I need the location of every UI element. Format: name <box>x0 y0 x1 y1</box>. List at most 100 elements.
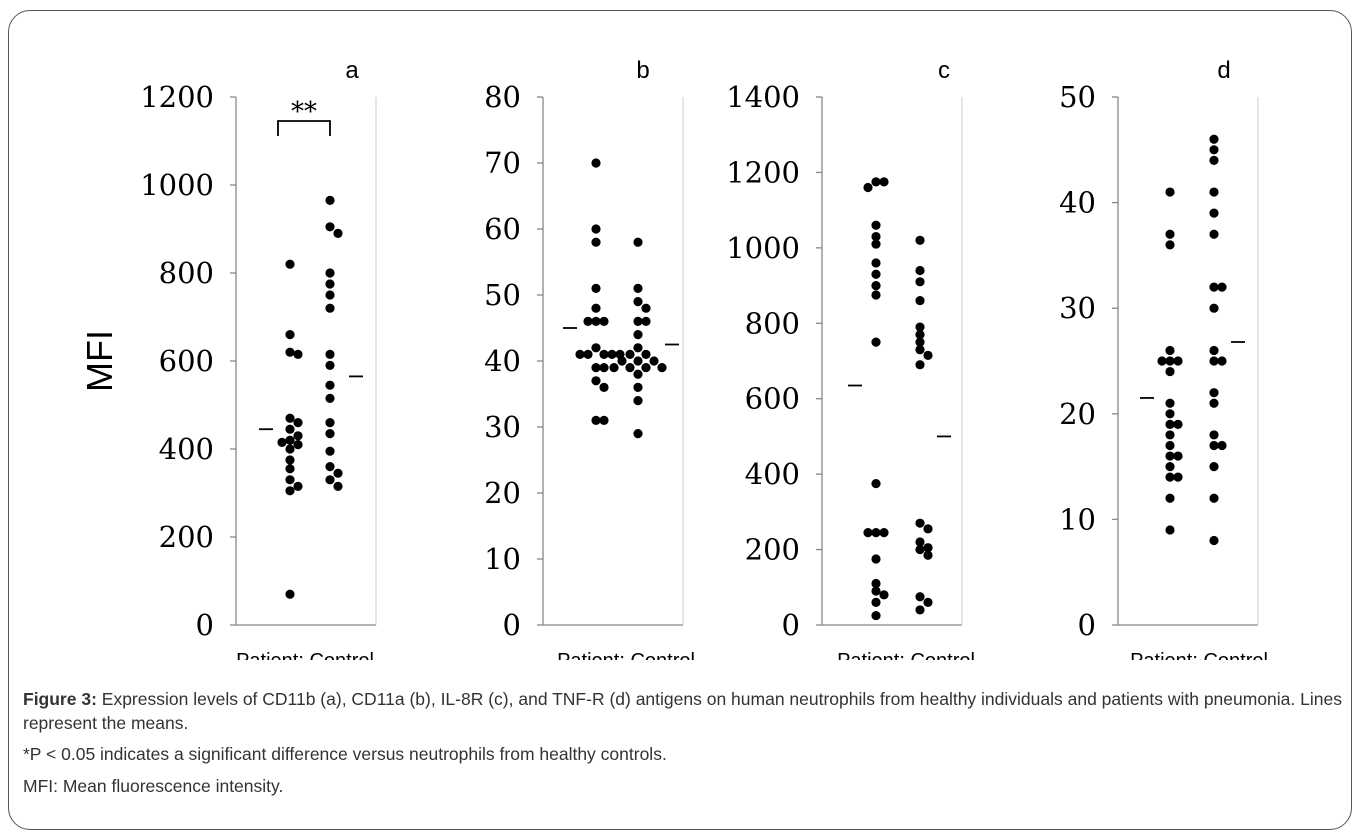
data-point-d-patient <box>1165 430 1175 440</box>
data-point-c-control <box>915 592 925 602</box>
y-tick-label-b: 80 <box>484 80 521 114</box>
y-tick-label-d: 40 <box>1059 186 1096 220</box>
data-point-a-control <box>325 360 335 370</box>
significance-marker: ** <box>291 97 317 127</box>
significance-note: *P < 0.05 indicates a significant differ… <box>23 744 667 764</box>
data-point-c-patient <box>871 231 881 242</box>
y-tick-label-b: 40 <box>484 344 521 378</box>
panel-letter-c: c <box>938 57 950 84</box>
significance-bracket <box>277 120 331 136</box>
data-point-d-patient <box>1165 419 1175 429</box>
data-point-a-control <box>325 222 335 232</box>
data-point-c-control <box>915 360 925 370</box>
y-tick-label-d: 20 <box>1059 397 1096 431</box>
data-point-d-control <box>1209 134 1219 144</box>
data-point-b-control <box>641 303 651 313</box>
data-point-d-patient <box>1173 472 1183 482</box>
data-point-a-control <box>325 462 335 472</box>
y-tick-label-c: 400 <box>745 457 800 491</box>
data-point-d-patient <box>1173 356 1183 366</box>
data-point-a-control <box>325 195 335 205</box>
data-point-c-control <box>915 345 925 355</box>
data-point-b-patient <box>591 158 601 168</box>
data-point-a-control <box>325 429 335 439</box>
x-category-label-c: Patient: Control <box>837 650 975 660</box>
y-tick-label-a: 0 <box>196 608 214 642</box>
y-tick-label-d: 50 <box>1059 80 1096 114</box>
data-point-b-patient <box>591 303 601 313</box>
data-point-d-control <box>1217 282 1227 292</box>
data-point-c-control <box>923 543 933 553</box>
data-point-d-patient <box>1165 187 1175 197</box>
y-tick-label-a: 400 <box>159 432 214 466</box>
data-point-b-control <box>657 363 667 373</box>
data-point-d-control <box>1209 345 1219 356</box>
data-point-a-patient <box>285 455 295 465</box>
y-axis-label: MFI <box>79 330 120 392</box>
data-point-c-patient <box>871 177 881 187</box>
data-point-b-control <box>633 330 643 340</box>
data-point-c-control <box>923 524 933 534</box>
data-point-d-control <box>1209 187 1219 197</box>
data-point-b-patient <box>599 415 609 425</box>
data-point-c-patient <box>879 528 889 538</box>
data-point-d-patient <box>1165 398 1175 408</box>
y-tick-label-d: 0 <box>1078 608 1096 642</box>
data-point-d-control <box>1209 462 1219 472</box>
data-point-a-control <box>325 475 335 485</box>
data-point-a-patient <box>285 413 295 423</box>
data-point-c-control <box>923 550 933 560</box>
data-point-b-patient <box>607 349 617 359</box>
y-tick-label-c: 600 <box>745 382 800 416</box>
data-point-c-patient <box>871 337 881 347</box>
data-point-d-patient <box>1165 462 1175 472</box>
data-point-a-control <box>325 418 335 428</box>
data-point-d-patient <box>1165 240 1175 250</box>
data-point-d-control <box>1209 229 1219 239</box>
data-point-d-patient <box>1165 366 1175 377</box>
data-point-b-control <box>641 363 651 373</box>
data-point-a-patient <box>285 347 295 357</box>
x-category-label-b: Patient: Control <box>557 650 695 660</box>
data-point-a-patient <box>285 435 295 445</box>
data-point-b-patient <box>591 376 601 386</box>
data-point-d-control <box>1209 388 1219 398</box>
data-point-c-patient <box>871 290 881 300</box>
data-point-b-patient <box>583 349 593 359</box>
figure-charts: 020040060080010001200aPatient: ControlMF… <box>79 57 1268 660</box>
y-tick-label-a: 600 <box>159 344 214 378</box>
data-point-c-patient <box>871 269 881 279</box>
data-point-c-patient <box>879 177 889 187</box>
data-point-c-control <box>915 544 925 555</box>
data-point-d-patient <box>1165 472 1175 482</box>
data-point-c-patient <box>871 578 881 589</box>
mfi-note: MFI: Mean fluorescence intensity. <box>23 776 284 796</box>
y-tick-label-a: 1000 <box>140 168 214 202</box>
x-category-label-d: Patient: Control <box>1130 650 1268 660</box>
data-point-c-control <box>915 537 925 547</box>
caption-label: Figure 3: <box>23 689 97 709</box>
y-tick-label-c: 800 <box>745 306 800 340</box>
y-tick-label-a: 800 <box>159 256 214 290</box>
y-tick-label-b: 0 <box>503 608 521 642</box>
data-point-d-patient <box>1165 451 1175 461</box>
data-point-c-patient <box>863 528 873 538</box>
data-point-d-control <box>1209 493 1219 503</box>
data-point-a-patient <box>285 330 295 340</box>
data-point-c-control <box>923 350 933 360</box>
figure-frame <box>8 10 1352 830</box>
data-point-b-control <box>633 396 643 406</box>
data-point-c-control <box>915 235 925 245</box>
panel-letter-b: b <box>636 57 649 84</box>
data-point-a-patient <box>293 440 303 450</box>
data-point-b-control <box>625 349 635 359</box>
data-point-b-control <box>649 356 659 366</box>
data-point-d-patient <box>1165 356 1175 366</box>
data-point-c-patient <box>871 220 881 230</box>
data-point-a-control <box>325 380 335 390</box>
data-point-b-patient <box>575 349 585 359</box>
data-point-b-control <box>641 316 651 326</box>
data-point-c-control <box>915 296 925 306</box>
y-tick-label-b: 10 <box>484 542 521 576</box>
data-point-d-patient <box>1173 419 1183 429</box>
